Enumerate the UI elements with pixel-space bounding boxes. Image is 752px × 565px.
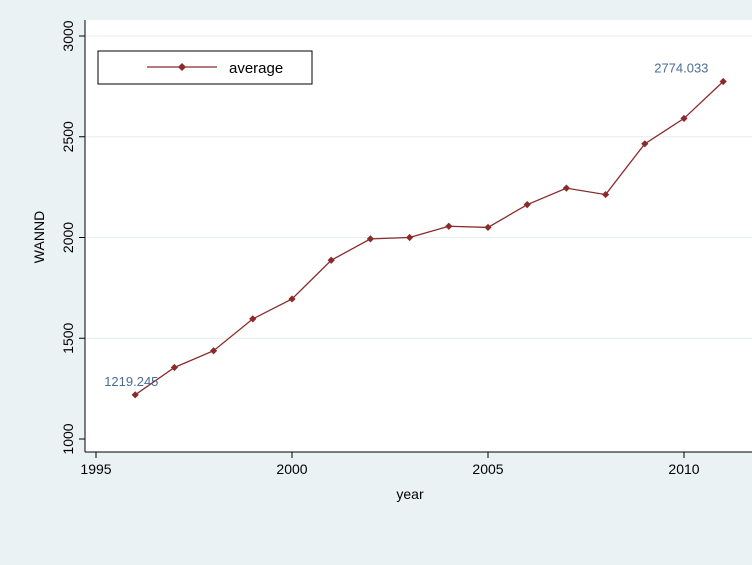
- data-point: [680, 114, 688, 123]
- data-point: [602, 190, 610, 199]
- data-point: [406, 233, 414, 242]
- grid-lines: [86, 35, 752, 339]
- data-point: [170, 363, 178, 372]
- data-point: [562, 184, 570, 192]
- data-point: [484, 223, 492, 232]
- plot-area: [85, 20, 752, 452]
- data-point: [445, 222, 453, 230]
- data-point: [131, 391, 139, 399]
- y-tick-label: 2500: [60, 121, 76, 152]
- data-point: [288, 295, 296, 303]
- data-point: [719, 77, 727, 86]
- annotation-layer: 1219.245 2774.033: [104, 61, 708, 389]
- data-point: [641, 140, 649, 148]
- y-tick-label: 1000: [60, 423, 76, 454]
- data-point: [366, 235, 374, 243]
- y-tick-label: 3000: [60, 20, 76, 51]
- data-point: [210, 347, 218, 355]
- x-tick-label: 1995: [80, 461, 111, 477]
- data-label: 1219.245: [104, 374, 158, 389]
- legend-label: average: [229, 60, 283, 77]
- data-point: [327, 256, 335, 264]
- data-point: [249, 315, 257, 323]
- series-layer: [131, 77, 727, 399]
- legend-marker: [178, 63, 186, 71]
- series-line: [134, 81, 724, 396]
- x-tick-label: 2010: [668, 461, 699, 477]
- y-axis-label: WANND: [31, 211, 47, 263]
- x-tick-label: 2000: [276, 461, 307, 477]
- data-point: [523, 201, 531, 209]
- x-axis-label: year: [396, 486, 424, 502]
- data-label: 2774.033: [654, 61, 708, 76]
- axes: 1000 1500 2000 2500 3000 1995 2000 2005 2010: [60, 20, 752, 477]
- y-tick-label: 2000: [60, 222, 76, 253]
- x-tick-label: 2005: [472, 461, 503, 477]
- legend: average: [97, 50, 313, 85]
- y-tick-label: 1500: [60, 322, 76, 353]
